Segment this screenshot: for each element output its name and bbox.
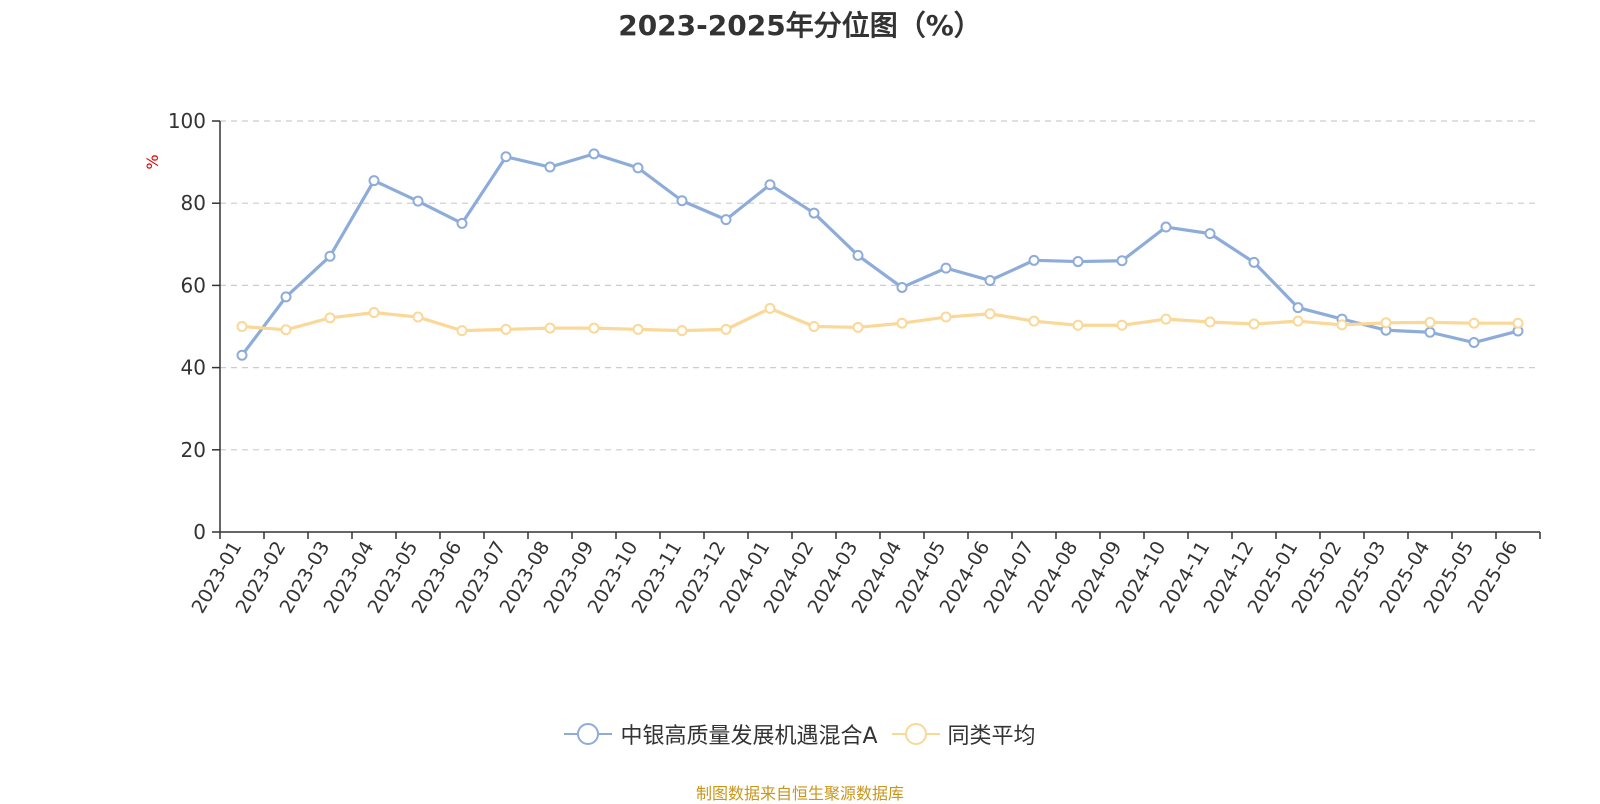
data-point bbox=[1468, 317, 1480, 329]
data-point bbox=[1424, 326, 1436, 338]
data-point bbox=[764, 179, 776, 191]
data-point bbox=[456, 325, 468, 337]
data-point bbox=[1248, 256, 1260, 268]
data-point bbox=[412, 311, 424, 323]
series-line bbox=[241, 306, 1518, 333]
data-point bbox=[412, 195, 424, 207]
legend-item-fund[interactable]: 中银高质量发展机遇混合A bbox=[564, 718, 878, 750]
y-tick-label: 0 bbox=[193, 520, 206, 544]
data-point bbox=[808, 321, 820, 332]
legend-marker-fund-icon bbox=[564, 723, 613, 745]
data-point bbox=[280, 324, 292, 336]
gridlines bbox=[220, 120, 1540, 451]
data-point bbox=[1072, 256, 1084, 268]
data-point bbox=[500, 323, 512, 335]
data-point bbox=[280, 291, 292, 303]
y-tick-label: 100 bbox=[168, 109, 206, 133]
source-note: 制图数据来自恒生聚源数据库 bbox=[695, 784, 904, 803]
data-point bbox=[1028, 254, 1040, 266]
data-point bbox=[1336, 319, 1348, 331]
data-point bbox=[1028, 315, 1040, 327]
data-point bbox=[896, 317, 908, 329]
data-point bbox=[500, 151, 512, 163]
data-point bbox=[1248, 318, 1260, 330]
y-tick-label: 20 bbox=[181, 438, 206, 462]
data-point bbox=[588, 148, 600, 160]
legend-item-category-average[interactable]: 同类平均 bbox=[891, 718, 1036, 750]
data-point bbox=[324, 312, 336, 324]
data-point bbox=[896, 281, 908, 293]
data-point bbox=[852, 249, 864, 261]
data-point bbox=[940, 262, 952, 274]
data-point bbox=[588, 322, 600, 334]
legend-label-fund: 中银高质量发展机遇混合A bbox=[620, 724, 878, 749]
legend-label-category-average: 同类平均 bbox=[947, 724, 1036, 749]
data-point bbox=[676, 195, 688, 207]
data-point bbox=[720, 214, 732, 226]
series-lines bbox=[236, 148, 1524, 361]
data-point bbox=[1116, 255, 1128, 267]
data-point bbox=[1116, 319, 1128, 331]
data-point bbox=[236, 349, 248, 361]
data-point bbox=[368, 175, 380, 187]
data-point bbox=[236, 321, 248, 332]
data-point bbox=[676, 325, 688, 337]
y-tick-label: 60 bbox=[181, 273, 206, 297]
data-point bbox=[808, 207, 820, 219]
y-axis-unit-label: % bbox=[143, 154, 162, 169]
data-point bbox=[632, 323, 644, 335]
data-point bbox=[984, 274, 996, 286]
data-point bbox=[1512, 317, 1524, 329]
y-tick-label: 40 bbox=[181, 356, 206, 380]
data-point bbox=[324, 250, 336, 262]
data-point bbox=[544, 322, 556, 334]
data-point bbox=[1204, 228, 1216, 240]
data-point bbox=[940, 311, 952, 323]
legend-marker-average-icon bbox=[891, 723, 940, 745]
data-point bbox=[764, 302, 776, 314]
data-point bbox=[1468, 337, 1480, 349]
data-point bbox=[984, 308, 996, 320]
series-1 bbox=[236, 148, 1524, 361]
data-point bbox=[1292, 302, 1304, 314]
data-point bbox=[1424, 316, 1436, 328]
data-point bbox=[1204, 316, 1216, 328]
data-point bbox=[368, 307, 380, 319]
data-point bbox=[1072, 319, 1084, 331]
data-point bbox=[1160, 221, 1172, 233]
y-tick-label: 80 bbox=[181, 191, 206, 215]
data-point bbox=[1380, 317, 1392, 329]
legend: 中银高质量发展机遇混合A 同类平均 bbox=[0, 718, 1600, 750]
data-point bbox=[720, 323, 732, 335]
series-line bbox=[240, 152, 1519, 357]
series-2 bbox=[236, 302, 1524, 337]
data-point bbox=[852, 321, 864, 333]
data-point bbox=[1292, 315, 1304, 327]
data-point bbox=[632, 162, 644, 174]
data-point bbox=[1160, 313, 1172, 325]
data-point bbox=[544, 161, 556, 173]
data-point bbox=[456, 217, 468, 229]
chart-title: 2023-2025年分位图（%） bbox=[618, 9, 982, 42]
